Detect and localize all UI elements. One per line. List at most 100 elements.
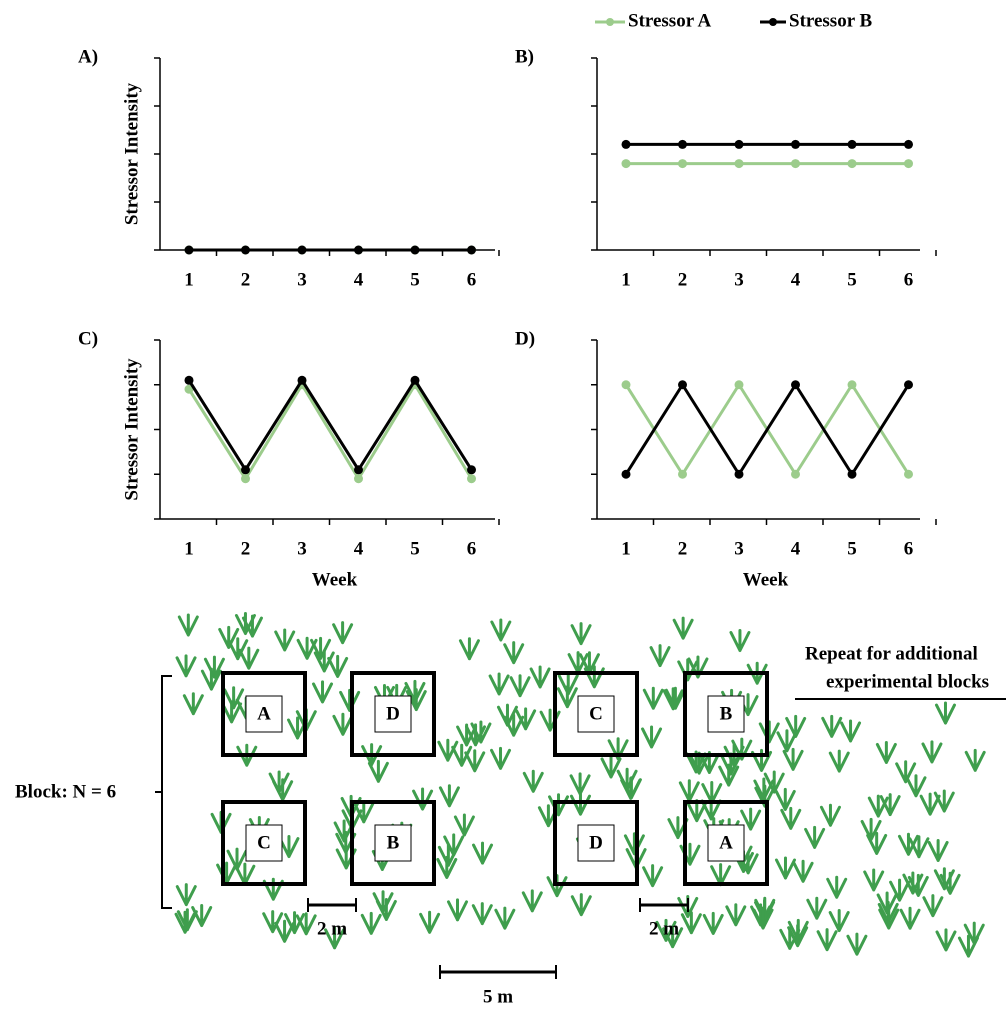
legend-label: Stressor A — [628, 10, 711, 31]
grass-tuft — [492, 620, 510, 640]
x-tick-label: 1 — [184, 269, 194, 290]
legend-swatch-dot — [769, 18, 777, 26]
grass-tuft — [460, 639, 478, 659]
grass-tuft — [362, 913, 380, 933]
grass-tuft — [184, 694, 202, 714]
grass-tuft — [571, 774, 589, 794]
scale-label: 5 m — [483, 986, 513, 1007]
point — [622, 470, 631, 479]
grass-tuft — [877, 742, 895, 762]
point — [848, 159, 857, 168]
grass-tuft — [830, 911, 848, 931]
grass-tuft — [823, 716, 841, 736]
grass-tuft — [776, 789, 794, 809]
plot-label: A — [257, 703, 271, 724]
point — [678, 380, 687, 389]
grass-tuft — [455, 815, 473, 835]
plot-label: C — [257, 832, 271, 853]
x-tick-label: 4 — [354, 538, 364, 559]
x-axis-label: Week — [743, 569, 789, 590]
grass-tuft — [440, 786, 458, 806]
grass-tuft — [891, 880, 909, 900]
grass-tuft — [794, 861, 812, 881]
grass-tuft — [651, 646, 669, 666]
grass-tuft — [727, 905, 745, 925]
point — [467, 465, 476, 474]
plot-label: D — [386, 703, 400, 724]
grass-tuft — [193, 906, 211, 926]
grass-tuft — [511, 676, 529, 696]
y-axis-label: Stressor Intensity — [121, 82, 142, 225]
plot-label: A — [719, 832, 733, 853]
grass-tuft — [821, 805, 839, 825]
point — [298, 246, 307, 255]
x-tick-label: 3 — [734, 269, 744, 290]
grass-tuft — [865, 870, 883, 890]
point — [467, 474, 476, 483]
x-tick-label: 2 — [678, 538, 688, 559]
grass-tuft — [924, 896, 942, 916]
point — [185, 376, 194, 385]
grass-tuft — [923, 742, 941, 762]
point — [411, 246, 420, 255]
x-tick-label: 5 — [847, 269, 857, 290]
grass-tuft — [414, 789, 432, 809]
series-line — [189, 385, 472, 479]
grass-tuft — [314, 682, 332, 702]
grass-tuft — [869, 796, 887, 816]
grass-tuft — [177, 656, 195, 676]
point — [241, 246, 250, 255]
x-tick-label: 6 — [904, 269, 914, 290]
x-tick-label: 3 — [297, 269, 307, 290]
grass-tuft — [901, 908, 919, 928]
point — [848, 140, 857, 149]
point — [622, 159, 631, 168]
point — [735, 159, 744, 168]
grass-tuft — [760, 722, 778, 742]
point — [848, 380, 857, 389]
grass-tuft — [776, 858, 794, 878]
grass-tuft — [644, 688, 662, 708]
grass-tuft — [473, 904, 491, 924]
grass-tuft — [524, 771, 542, 791]
scale-label: 2 m — [317, 918, 347, 939]
grass-tuft — [492, 748, 510, 768]
block-label: Block: N = 6 — [15, 781, 116, 802]
point — [735, 470, 744, 479]
grass-tuft — [818, 930, 836, 950]
grass-tuft — [731, 631, 749, 651]
grass-tuft — [496, 908, 514, 928]
point — [241, 474, 250, 483]
plot-label: D — [589, 832, 603, 853]
x-tick-label: 6 — [904, 538, 914, 559]
grass-tuft — [966, 750, 984, 770]
x-tick-label: 1 — [184, 538, 194, 559]
point — [354, 465, 363, 474]
grass-tuft — [334, 623, 352, 643]
point — [467, 246, 476, 255]
grass-tuft — [550, 795, 568, 815]
point — [678, 470, 687, 479]
x-tick-label: 2 — [241, 538, 251, 559]
point — [298, 376, 307, 385]
grass-tuft — [929, 840, 947, 860]
x-tick-label: 5 — [410, 538, 420, 559]
grass-tuft — [270, 772, 288, 792]
x-tick-label: 6 — [467, 538, 477, 559]
grass-tuft — [490, 674, 508, 694]
point — [848, 470, 857, 479]
block-bracket — [155, 676, 172, 908]
point — [185, 246, 194, 255]
grass-tuft — [220, 627, 238, 647]
grass-tuft — [218, 863, 236, 883]
plot-label: B — [720, 703, 733, 724]
panel-title: A) — [78, 46, 98, 67]
point — [678, 140, 687, 149]
x-tick-label: 1 — [621, 269, 631, 290]
grass-tuft — [618, 769, 636, 789]
plot-label: C — [589, 703, 603, 724]
point — [622, 380, 631, 389]
point — [904, 159, 913, 168]
grass-tuft — [907, 776, 925, 796]
point — [791, 140, 800, 149]
